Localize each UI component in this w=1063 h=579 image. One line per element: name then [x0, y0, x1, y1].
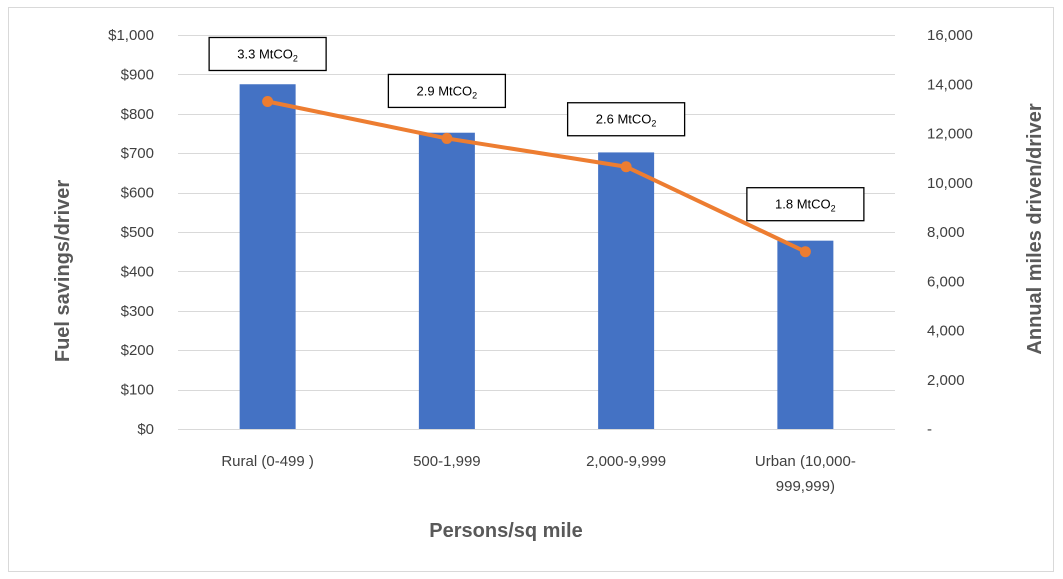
- bar: [598, 152, 655, 430]
- y2-tick-label: 14,000: [927, 76, 973, 93]
- y-tick-label: $600: [121, 185, 154, 202]
- left-axis: $0 $100 $200 $300 $400 $500 $600 $700 $800 $900 $1…: [108, 27, 154, 438]
- data-label-box: [746, 187, 865, 222]
- x-tick-label: 2,000-9,999: [586, 453, 666, 470]
- data-label: 2.6 MtCO2: [566, 102, 686, 137]
- bar: [777, 240, 834, 429]
- line-series: [262, 95, 811, 258]
- y2-tick-label: 6,000: [927, 273, 965, 290]
- x-tick-label: Urban (10,000-999,999): [755, 453, 856, 495]
- gridlines: [178, 35, 895, 430]
- y-axis-title: Fuel savings/driver: [52, 180, 74, 363]
- data-label: 2.9 MtCO2: [387, 73, 507, 109]
- y2-tick-label: 10,000: [927, 175, 973, 192]
- data-label-text: 2.6 MtCO2: [596, 112, 657, 129]
- data-label-text: 1.8 MtCO2: [775, 197, 836, 214]
- x-tick-label: Rural (0-499 ): [221, 453, 314, 470]
- y-tick-label: $100: [121, 382, 154, 399]
- y-tick-label: $900: [121, 66, 154, 83]
- series-line: [267, 99, 807, 254]
- x-axis-title: Persons/sq mile: [429, 520, 582, 542]
- line-point: [799, 246, 811, 258]
- data-label-text: 3.3 MtCO2: [237, 46, 298, 63]
- data-label-text: 2.9 MtCO2: [417, 83, 478, 100]
- right-axis: - 2,000 4,000 6,000 8,000 10,000 12,000 14,000 1…: [927, 27, 973, 438]
- y-tick-label: $500: [121, 224, 154, 241]
- y-tick-label: $1,000: [108, 27, 154, 44]
- y2-tick-label: 4,000: [927, 323, 965, 340]
- bar: [418, 132, 475, 429]
- data-label-box: [208, 36, 327, 72]
- y-tick-label: $200: [121, 342, 154, 359]
- data-label-box: [387, 73, 507, 109]
- x-tick-label: 500-1,999: [413, 453, 481, 470]
- y2-tick-label: 12,000: [927, 126, 973, 143]
- y2-tick-label: -: [927, 421, 932, 438]
- x-axis: Rural (0-499 ) 500-1,999 2,000-9,999 Urban …: [221, 453, 855, 495]
- y2-axis-title: Annual miles driven/driver: [1024, 103, 1046, 354]
- line-point: [441, 132, 453, 144]
- y-tick-label: $0: [137, 421, 154, 438]
- data-label: 3.3 MtCO2: [208, 36, 327, 72]
- data-labels: 3.3 MtCO2 2.9 MtCO2 2.6 MtCO2 1.8 MtCO2: [208, 36, 865, 222]
- y-tick-label: $300: [121, 303, 154, 320]
- y2-tick-label: 16,000: [927, 27, 973, 44]
- chart-frame: [8, 7, 1054, 572]
- line-point: [620, 161, 632, 173]
- y-tick-label: $700: [121, 145, 154, 162]
- bar-series: [239, 84, 834, 430]
- y2-tick-label: 2,000: [927, 372, 965, 389]
- y2-tick-label: 8,000: [927, 224, 965, 241]
- data-label-box: [566, 102, 686, 137]
- data-label: 1.8 MtCO2: [746, 187, 865, 222]
- bar: [239, 84, 296, 429]
- y-tick-label: $800: [121, 106, 154, 123]
- line-point: [262, 95, 274, 107]
- y-tick-label: $400: [121, 263, 154, 280]
